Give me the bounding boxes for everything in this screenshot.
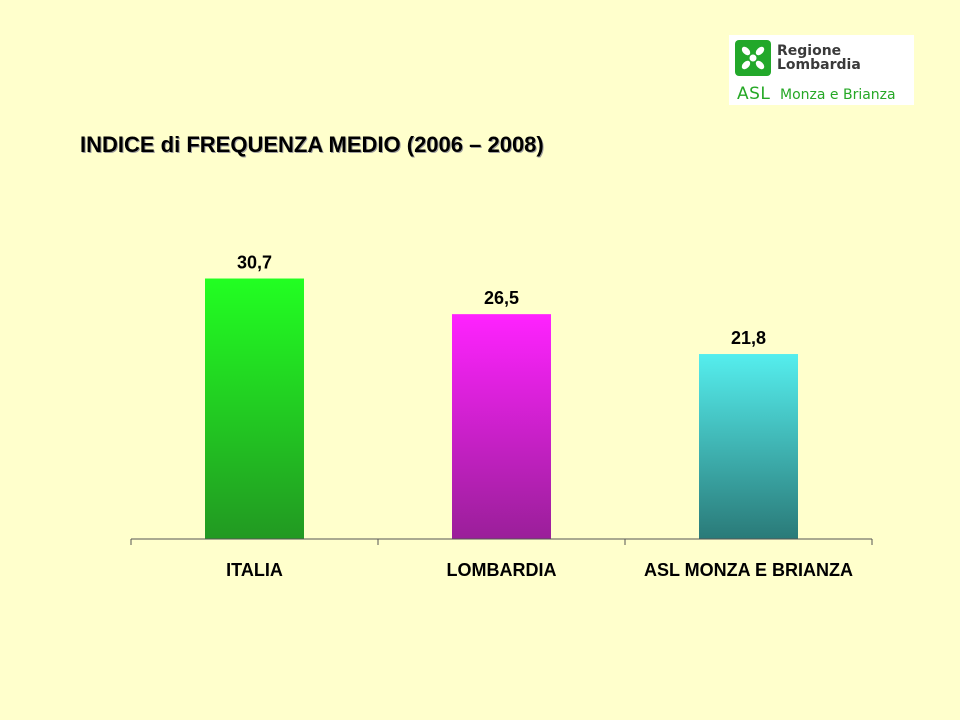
data-label-1: 30,7 bbox=[237, 253, 272, 273]
bar-2 bbox=[452, 314, 551, 539]
logo-line-lombardia: Lombardia bbox=[777, 57, 861, 73]
regione-lombardia-emblem-icon bbox=[735, 40, 771, 76]
category-label-2: LOMBARDIA bbox=[447, 560, 557, 580]
logo-asl: ASL bbox=[737, 84, 771, 104]
logo-line-regione: Regione bbox=[777, 43, 842, 59]
chart-title: INDICE di FREQUENZA MEDIO (2006 – 2008) bbox=[80, 132, 544, 157]
bar-3 bbox=[699, 354, 798, 539]
category-label-3: ASL MONZA E BRIANZA bbox=[644, 560, 853, 580]
regione-lombardia-logo: Regione Lombardia ASL Monza e Brianza bbox=[729, 35, 914, 105]
bar-1 bbox=[205, 278, 304, 539]
category-label-1: ITALIA bbox=[226, 560, 283, 580]
data-label-3: 21,8 bbox=[731, 328, 766, 348]
data-label-2: 26,5 bbox=[484, 288, 519, 308]
logo-subtitle: Monza e Brianza bbox=[780, 87, 896, 103]
